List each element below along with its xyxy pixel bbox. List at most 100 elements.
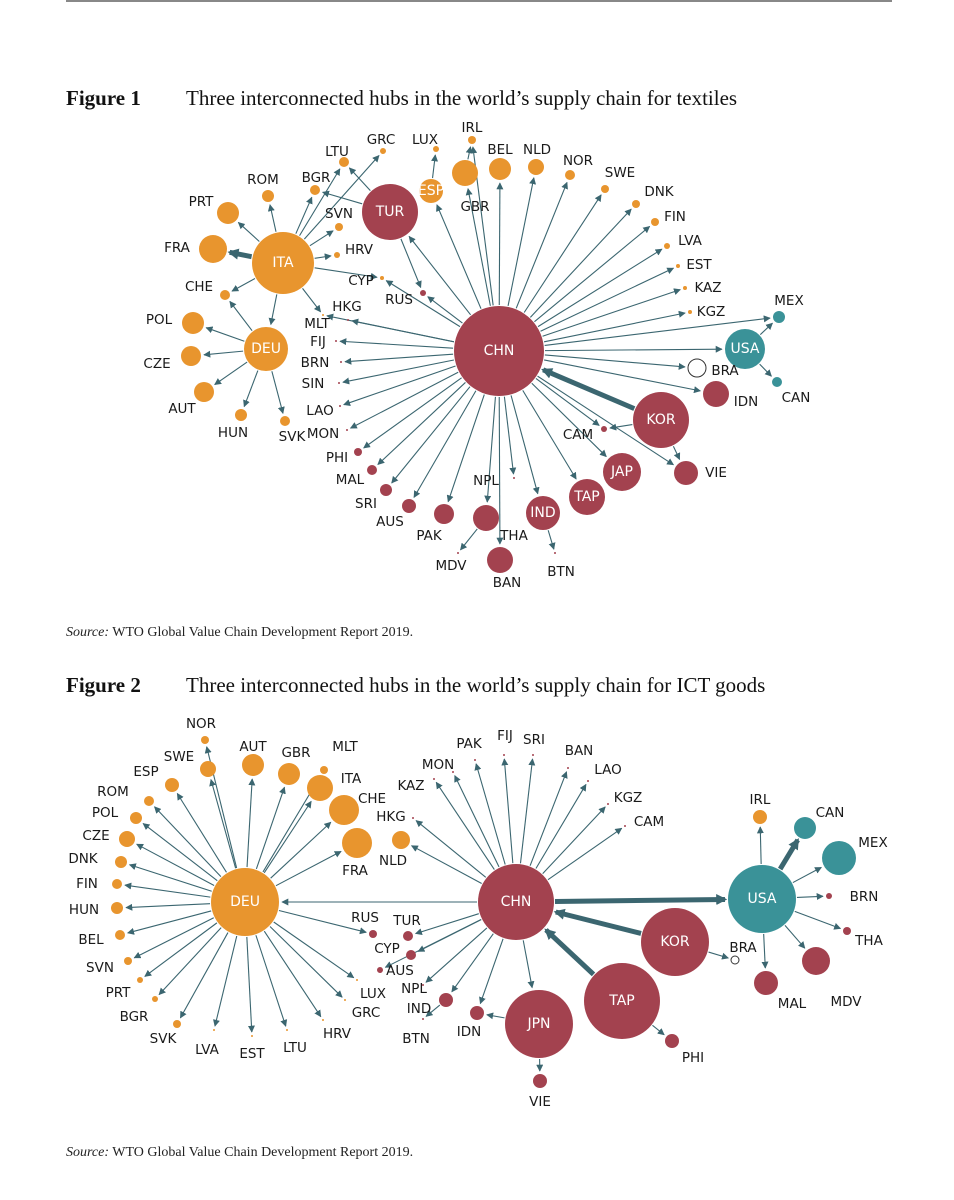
- node-fin-circle: [112, 879, 122, 889]
- figure1-source: Source: WTO Global Value Chain Developme…: [66, 625, 413, 641]
- edge-tap-to-phi: [652, 1024, 665, 1036]
- node-mdv-circle: [802, 947, 830, 975]
- node-kor: KOR: [633, 392, 689, 448]
- figure2-source-text: WTO Global Value Chain Development Repor…: [109, 1145, 414, 1160]
- node-hun-label: HUN: [69, 902, 99, 918]
- edge-deu-to-est: [246, 936, 255, 1033]
- node-hkg-circle: [347, 319, 349, 321]
- node-pol: POL: [92, 805, 142, 824]
- edge-deu-to-swe: [209, 778, 237, 869]
- edge-deu-to-pol: [142, 823, 218, 882]
- node-cze-label: CZE: [143, 356, 170, 372]
- edge-ita-to-che: [231, 277, 256, 292]
- node-brn-circle: [826, 893, 832, 899]
- node-fra-label: FRA: [164, 240, 191, 256]
- node-cyp: CYP: [374, 941, 416, 960]
- node-rom: ROM: [247, 172, 279, 202]
- node-phi: PHI: [665, 1034, 704, 1066]
- edge-chn-to-jap: [531, 382, 607, 458]
- node-jpn: JPN: [505, 990, 573, 1058]
- node-deu-label: DEU: [230, 894, 260, 910]
- node-vie: VIE: [529, 1074, 551, 1110]
- node-can-label: CAN: [816, 805, 845, 821]
- node-btn: BTN: [402, 1018, 430, 1047]
- edge-deu-to-hun: [125, 903, 211, 911]
- edge-gbr-to-irl: [465, 146, 473, 160]
- node-svk-circle: [280, 416, 290, 426]
- node-vie-circle: [674, 461, 698, 485]
- node-ltu: LTU: [283, 1029, 307, 1056]
- node-fra-label: FRA: [342, 863, 369, 879]
- edge-chn-to-nld: [507, 177, 537, 307]
- node-rom-circle: [144, 796, 154, 806]
- node-cyp-label: CYP: [374, 941, 400, 957]
- node-hkg-circle: [412, 817, 414, 819]
- node-hrv-label: HRV: [323, 1026, 352, 1042]
- node-ita-circle: [307, 775, 333, 801]
- node-kgz-label: KGZ: [614, 790, 643, 806]
- edge-jpn-to-idn: [486, 1012, 505, 1020]
- node-hrv-label: HRV: [345, 242, 374, 258]
- node-irl: IRL: [462, 120, 483, 144]
- figure1-source-label: Source:: [66, 625, 110, 640]
- edge-chn-to-dnk: [529, 208, 632, 318]
- node-bel-label: BEL: [78, 932, 104, 948]
- edge-chn-to-tha: [484, 396, 496, 503]
- node-bel: BEL: [78, 930, 125, 948]
- node-pak: PAK: [456, 736, 483, 761]
- edge-chn-to-idn: [544, 359, 701, 394]
- node-ltu-circle: [286, 1029, 288, 1031]
- node-hun: HUN: [69, 902, 123, 918]
- node-cyp-circle: [380, 276, 384, 280]
- node-lux-label: LUX: [412, 132, 438, 148]
- edge-chn-to-bra: [544, 354, 686, 370]
- node-prt: PRT: [106, 977, 143, 1001]
- edge-ita-to-mlt: [302, 288, 321, 313]
- node-hkg-label: HKG: [376, 809, 405, 825]
- node-grc: GRC: [367, 132, 395, 154]
- node-brn-circle: [340, 361, 342, 363]
- edge-chn-to-swe: [523, 194, 602, 313]
- node-kor-label: KOR: [660, 934, 689, 950]
- node-mlt-circle: [322, 314, 324, 316]
- node-chn-circle: [478, 864, 554, 940]
- node-usa: USA: [728, 865, 796, 933]
- node-sri-label: SRI: [523, 732, 545, 748]
- node-tur-circle: [362, 184, 418, 240]
- node-brn-label: BRN: [301, 355, 330, 371]
- node-cam-label: CAM: [634, 814, 664, 830]
- edge-chn-to-cam: [547, 827, 623, 881]
- edge-deu-to-aut: [214, 361, 248, 386]
- node-deu: DEU: [211, 868, 279, 936]
- node-fra: FRA: [342, 828, 372, 879]
- node-pak: PAK: [416, 504, 454, 544]
- node-ita: ITA: [307, 771, 362, 801]
- node-bgr-label: BGR: [120, 1009, 149, 1025]
- edge-chn-to-kaz: [542, 288, 681, 337]
- node-ind-circle: [439, 993, 453, 1007]
- node-nld: NLD: [523, 142, 551, 175]
- node-cam-circle: [624, 825, 626, 827]
- edge-kor-to-chn: [553, 908, 642, 936]
- edge-chn-to-est: [540, 267, 675, 332]
- node-che: CHE: [185, 279, 230, 300]
- edge-deu-to-grc: [269, 926, 343, 998]
- edge-chn-to-gbr: [465, 188, 491, 306]
- node-mdv: MDV: [802, 947, 862, 1010]
- edge-tur-to-ltu: [348, 167, 371, 192]
- node-lva-circle: [664, 243, 670, 249]
- node-brn: BRN: [301, 355, 342, 371]
- node-vie-label: VIE: [529, 1094, 551, 1110]
- node-sri: SRI: [523, 732, 545, 756]
- node-irl: IRL: [750, 792, 771, 824]
- figure2-source: Source: WTO Global Value Chain Developme…: [66, 1145, 413, 1161]
- edge-chn-to-npl: [503, 396, 517, 475]
- edge-ita-to-prt: [237, 221, 260, 242]
- figure1-caption: Three interconnected hubs in the world’s…: [186, 86, 738, 110]
- node-tap: TAP: [569, 479, 605, 515]
- node-nor: NOR: [186, 716, 216, 744]
- edge-deu-to-rom: [154, 806, 222, 878]
- node-btn-circle: [422, 1018, 424, 1020]
- node-pol: POL: [146, 312, 204, 334]
- node-mon: MON: [422, 757, 454, 773]
